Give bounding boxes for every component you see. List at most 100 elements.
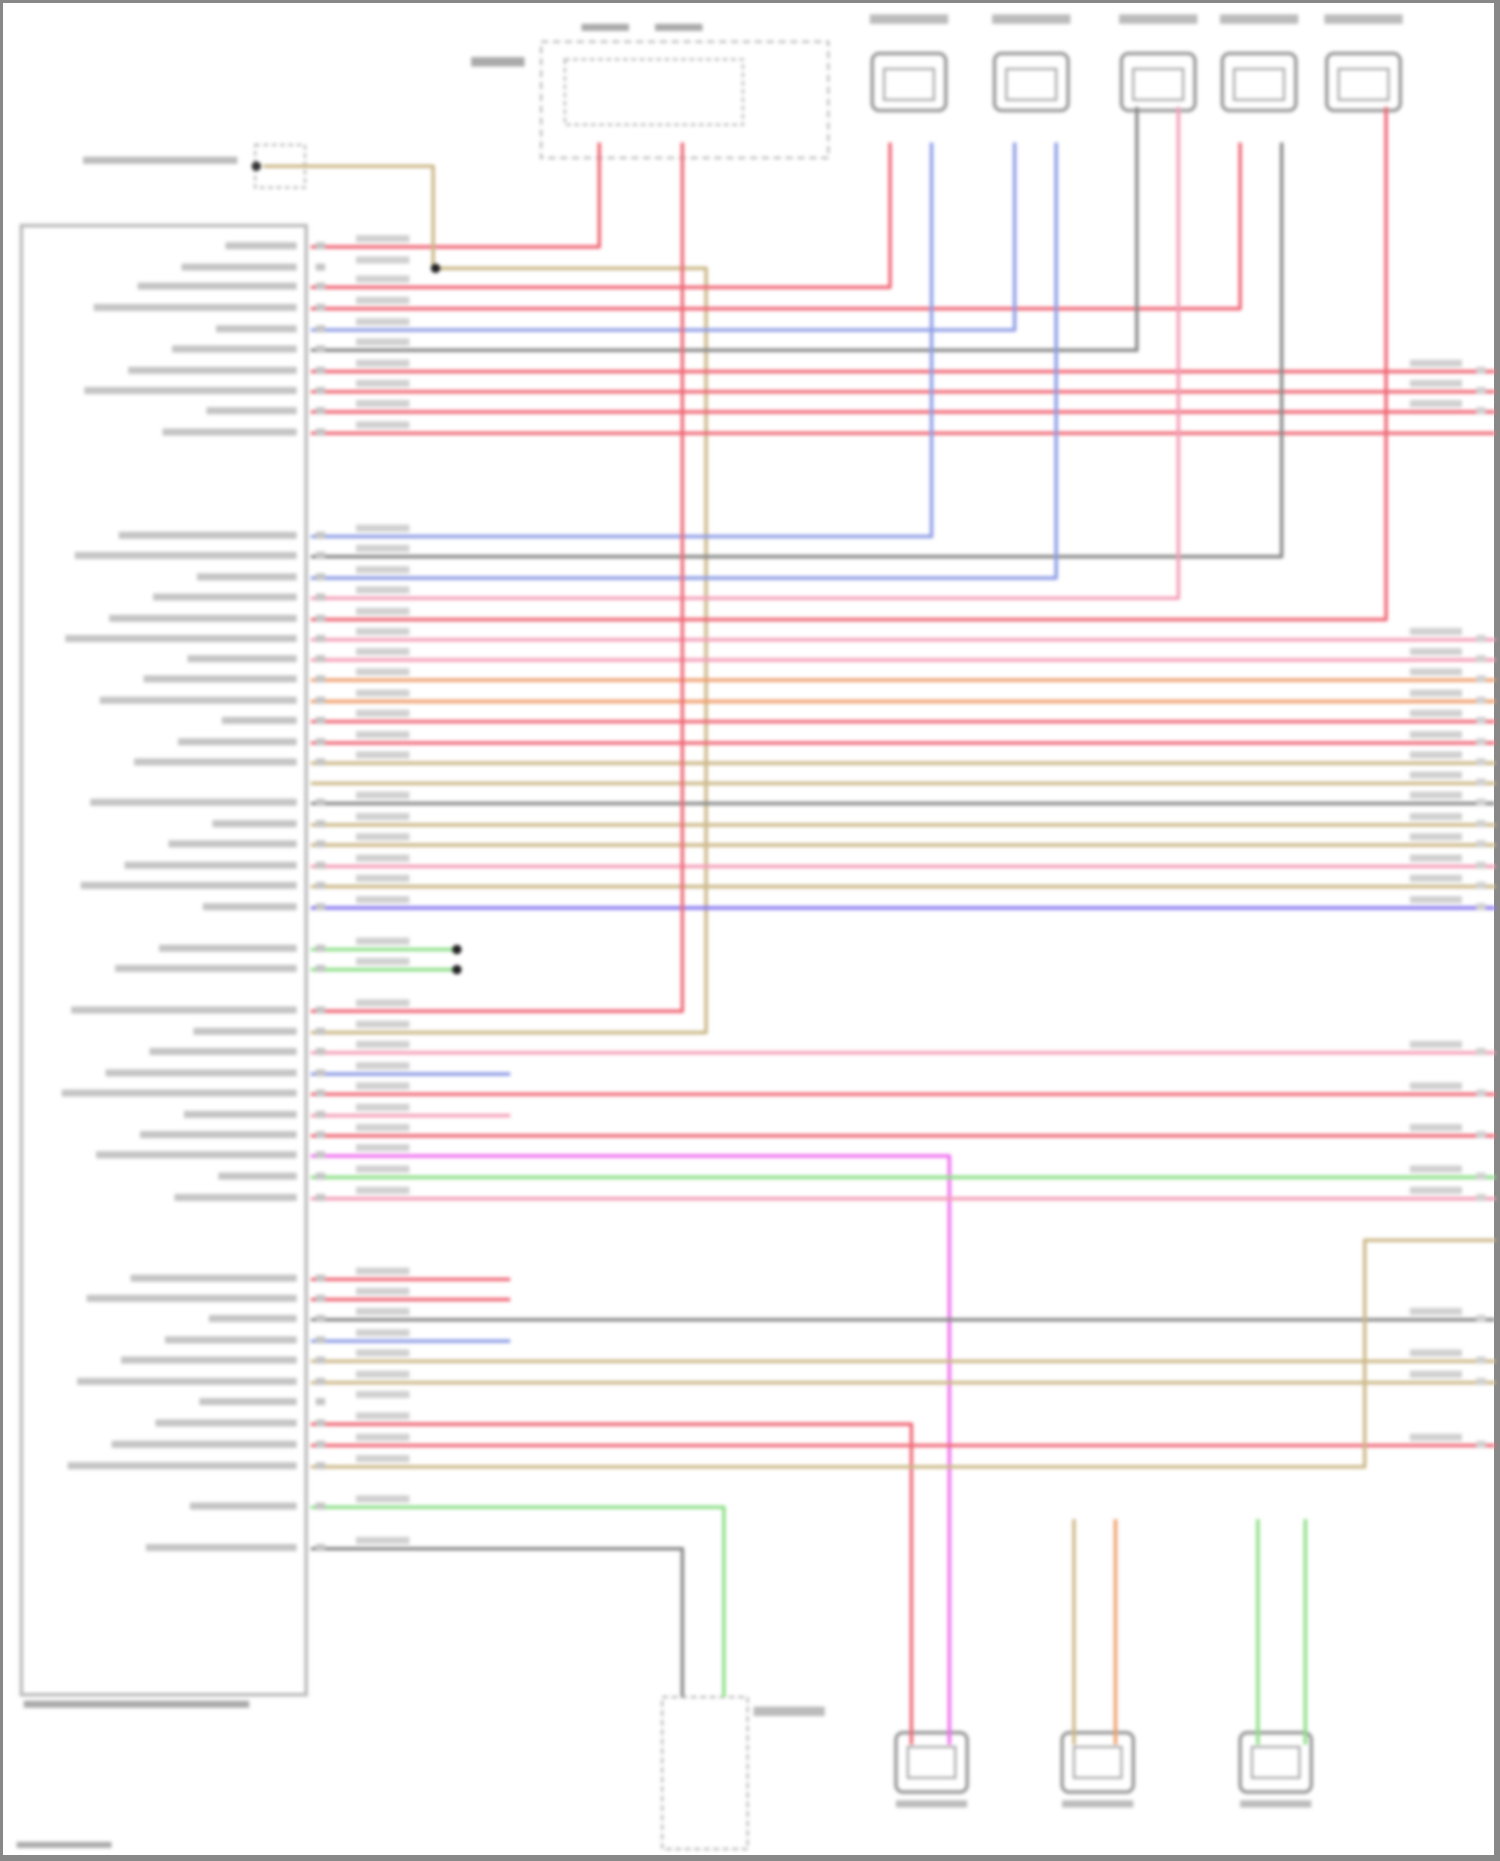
wire-color-code xyxy=(356,1433,410,1441)
top-connector-label xyxy=(1324,14,1403,24)
pin-function-label xyxy=(159,944,297,952)
bottom-connector-plug xyxy=(1072,1745,1123,1779)
pin-function-label xyxy=(215,325,297,333)
pin-number xyxy=(315,614,326,622)
control-module-label xyxy=(23,1700,250,1708)
wire-color-code-right xyxy=(1409,400,1463,408)
pin-number-right xyxy=(1476,861,1486,869)
wire-color-code-right xyxy=(1409,874,1463,882)
top-connector-label xyxy=(992,14,1071,24)
wire-tan xyxy=(310,1238,1496,1469)
pin-number xyxy=(315,1294,326,1302)
wire-color-code-right xyxy=(1409,648,1463,656)
pin-number xyxy=(315,655,326,663)
pin-number xyxy=(315,738,326,746)
pin-number-right xyxy=(1476,1131,1486,1139)
pin-number xyxy=(315,696,326,704)
pin-function-label xyxy=(196,573,297,581)
pin-number xyxy=(315,1069,326,1077)
pin-number xyxy=(315,903,326,911)
pin-number xyxy=(315,345,326,353)
wire-color-code xyxy=(356,957,410,965)
pin-function-label xyxy=(105,1069,297,1077)
pin-number-right xyxy=(1476,1314,1486,1323)
pin-function-label xyxy=(189,1502,297,1510)
pin-number xyxy=(315,1151,326,1159)
wire-color-code-right xyxy=(1409,627,1463,636)
wire-color-code xyxy=(356,379,410,387)
pin-function-label xyxy=(164,1336,297,1344)
pin-function-label xyxy=(225,242,297,250)
wire-color-code xyxy=(356,999,410,1007)
wire-color-code-right xyxy=(1409,709,1463,717)
wire-color-code-right xyxy=(1409,813,1463,821)
top-connector-plug xyxy=(1337,67,1390,101)
wire-gray xyxy=(310,106,1139,352)
pin-number xyxy=(315,593,326,601)
pin-number-right xyxy=(1476,1047,1486,1056)
pin-number-right xyxy=(1476,820,1486,828)
wire-color-code xyxy=(356,1144,410,1152)
wire-color-code xyxy=(356,256,410,264)
wire-color-code xyxy=(356,1307,410,1315)
wire-color-code-right xyxy=(1409,751,1463,759)
pin-number-right xyxy=(1476,1356,1486,1364)
pin-number xyxy=(315,263,326,271)
pin-function-label xyxy=(71,1006,297,1014)
wire-color-code xyxy=(356,1412,410,1420)
wire-color-code xyxy=(356,833,410,841)
pin-function-label xyxy=(168,840,297,848)
wire-color-code xyxy=(356,1020,410,1028)
wire-color-code xyxy=(356,1390,410,1399)
pin-function-label xyxy=(115,964,297,973)
pin-number-right xyxy=(1476,407,1486,415)
wire-color-code-right xyxy=(1409,1123,1463,1132)
pin-number-right xyxy=(1476,778,1486,786)
pin-number-right xyxy=(1476,881,1486,889)
pin-number xyxy=(315,366,326,374)
bottom-connector-label xyxy=(895,1800,968,1808)
pin-function-label xyxy=(155,1419,297,1427)
pin-function-label xyxy=(206,407,297,415)
wire-color-code xyxy=(356,318,410,326)
pin-number xyxy=(315,1398,326,1406)
pin-number-right xyxy=(1476,840,1486,848)
wire-color-code xyxy=(356,607,410,615)
wire-color-code xyxy=(356,709,410,717)
wire-color-code xyxy=(356,235,410,243)
wire-color-code-right xyxy=(1409,1082,1463,1090)
bottom-connector-label xyxy=(1240,1800,1312,1808)
pin-number-right xyxy=(1476,366,1486,374)
wire-color-code xyxy=(356,731,410,739)
wire-color-code xyxy=(356,1062,410,1070)
wire-color-code xyxy=(356,1267,410,1275)
wire-color-code xyxy=(356,421,410,429)
wire-color-code xyxy=(356,1082,410,1090)
pin-number xyxy=(315,1131,326,1139)
pin-number xyxy=(315,282,326,290)
wire-color-code xyxy=(356,813,410,821)
wire-color-code-right xyxy=(1409,791,1463,799)
top-connector-plug xyxy=(1005,67,1058,101)
pin-function-label xyxy=(128,366,297,374)
pin-function-label xyxy=(93,303,297,312)
pin-number xyxy=(315,1462,326,1470)
pin-function-label xyxy=(202,903,297,911)
wire-color-code-right xyxy=(1409,771,1463,779)
wire-color-code xyxy=(356,1165,410,1173)
relay-box xyxy=(539,40,830,160)
wire-blue xyxy=(310,142,934,539)
pin-function-label xyxy=(86,1294,297,1302)
top-connector-label xyxy=(869,14,949,24)
wire-color-code xyxy=(356,1536,410,1545)
wire-red xyxy=(310,106,1388,622)
pin-number-right xyxy=(1476,798,1486,806)
wire-color-code xyxy=(356,1287,410,1295)
wire-color-code xyxy=(356,854,410,862)
splice-dot xyxy=(452,944,462,955)
pin-function-label xyxy=(218,1172,297,1180)
pin-number-right xyxy=(1476,655,1486,663)
wire-color-code xyxy=(356,896,410,904)
